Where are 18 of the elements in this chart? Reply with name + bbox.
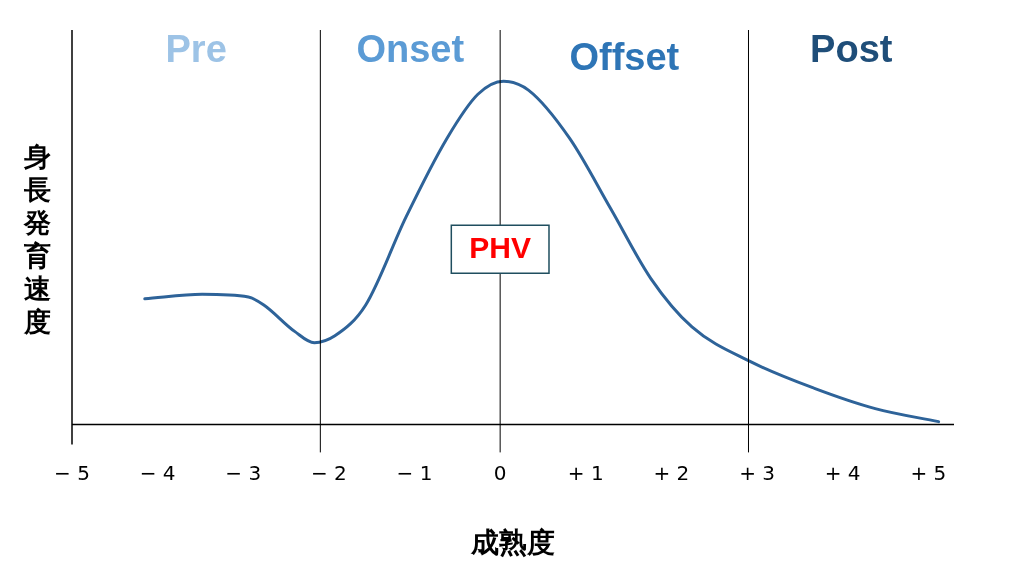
- x-tick-label: + 1: [567, 460, 604, 485]
- x-axis-title: 成熟度: [470, 526, 555, 560]
- annotation: PHV: [469, 230, 531, 264]
- y-axis-title: 身長発育速度: [24, 140, 51, 338]
- text: Pre: [165, 28, 227, 71]
- text: Onset: [356, 28, 465, 71]
- x-tick-label: 0: [493, 460, 507, 485]
- x-tick-label: − 4: [139, 460, 176, 485]
- x-tick-label: + 4: [824, 460, 861, 485]
- x-tick-label: − 2: [310, 460, 347, 485]
- x-tick-label: + 5: [910, 460, 947, 485]
- text: Offset: [569, 36, 680, 79]
- x-tick-label: + 3: [739, 460, 775, 485]
- x-tick-label: − 5: [54, 460, 90, 485]
- x-tick-label: + 2: [653, 460, 690, 485]
- text: Post: [810, 28, 893, 71]
- x-tick-label: − 1: [396, 460, 433, 485]
- x-tick-label: − 3: [225, 460, 262, 485]
